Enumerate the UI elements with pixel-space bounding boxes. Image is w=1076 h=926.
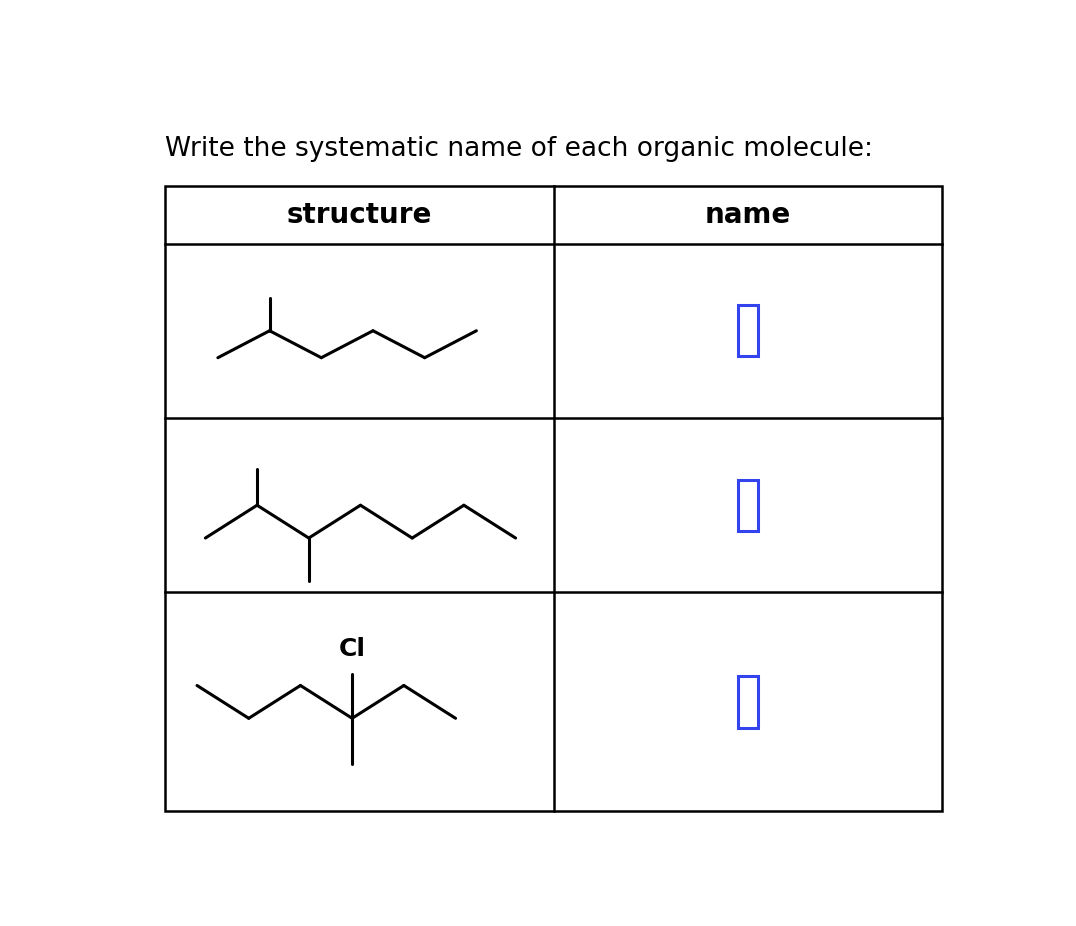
Text: structure: structure — [287, 201, 433, 229]
Bar — [738, 305, 758, 357]
Text: Cl: Cl — [339, 637, 366, 661]
Bar — [738, 480, 758, 531]
Bar — [738, 676, 758, 728]
Bar — [166, 186, 942, 811]
Text: Write the systematic name of each organic molecule:: Write the systematic name of each organi… — [166, 136, 874, 162]
Text: name: name — [705, 201, 791, 229]
